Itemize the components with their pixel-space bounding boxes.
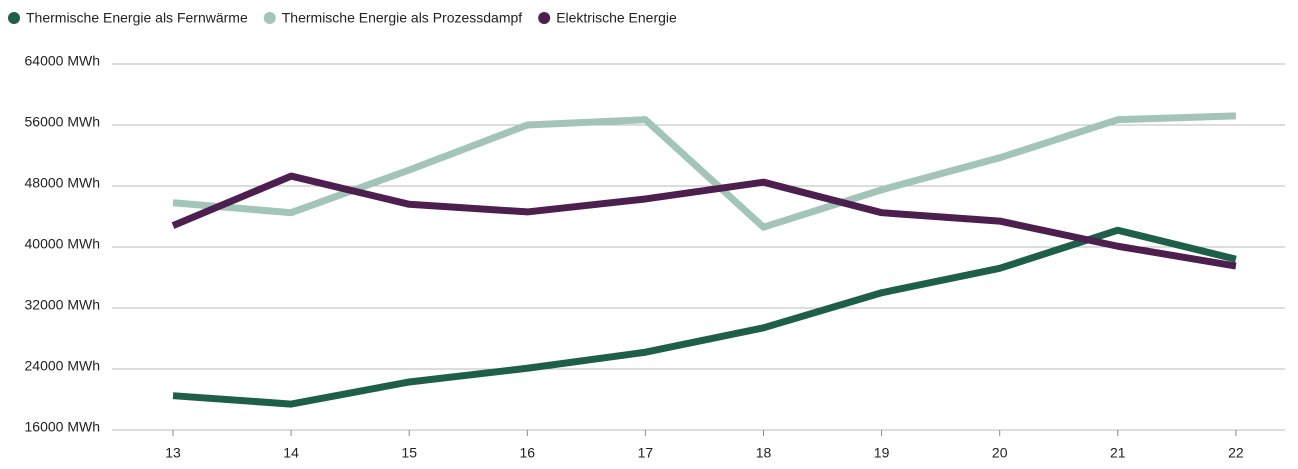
x-tick-label: 22 (1228, 445, 1244, 461)
series-line (171, 172, 1237, 270)
y-tick-label: 48000 MWh (25, 175, 100, 191)
x-tick-label: 15 (401, 445, 417, 461)
y-tick-label: 16000 MWh (25, 419, 100, 435)
y-tick-label: 32000 MWh (25, 297, 100, 313)
y-tick-label: 40000 MWh (25, 236, 100, 252)
x-tick-label: 21 (1110, 445, 1126, 461)
y-tick-label: 24000 MWh (25, 358, 100, 374)
legend-swatch (8, 12, 20, 24)
legend-swatch (538, 12, 551, 24)
series-line (172, 226, 1237, 408)
x-tick-label: 20 (992, 445, 1008, 461)
x-tick-label: 13 (165, 445, 181, 461)
x-tick-label: 16 (520, 445, 536, 461)
legend-label: Thermische Energie als Prozessdampf (282, 10, 523, 26)
y-tick-label: 64000 MWh (25, 53, 100, 69)
series-line (172, 112, 1237, 231)
legend-label: Elektrische Energie (556, 10, 677, 26)
x-tick-label: 18 (756, 445, 772, 461)
y-tick-label: 56000 MWh (25, 114, 100, 130)
x-tick-label: 14 (283, 445, 299, 461)
x-tick-label: 19 (874, 445, 890, 461)
legend-swatch (263, 12, 276, 24)
x-tick-label: 17 (638, 445, 654, 461)
legend-label: Thermische Energie als Fernwärme (26, 10, 248, 26)
